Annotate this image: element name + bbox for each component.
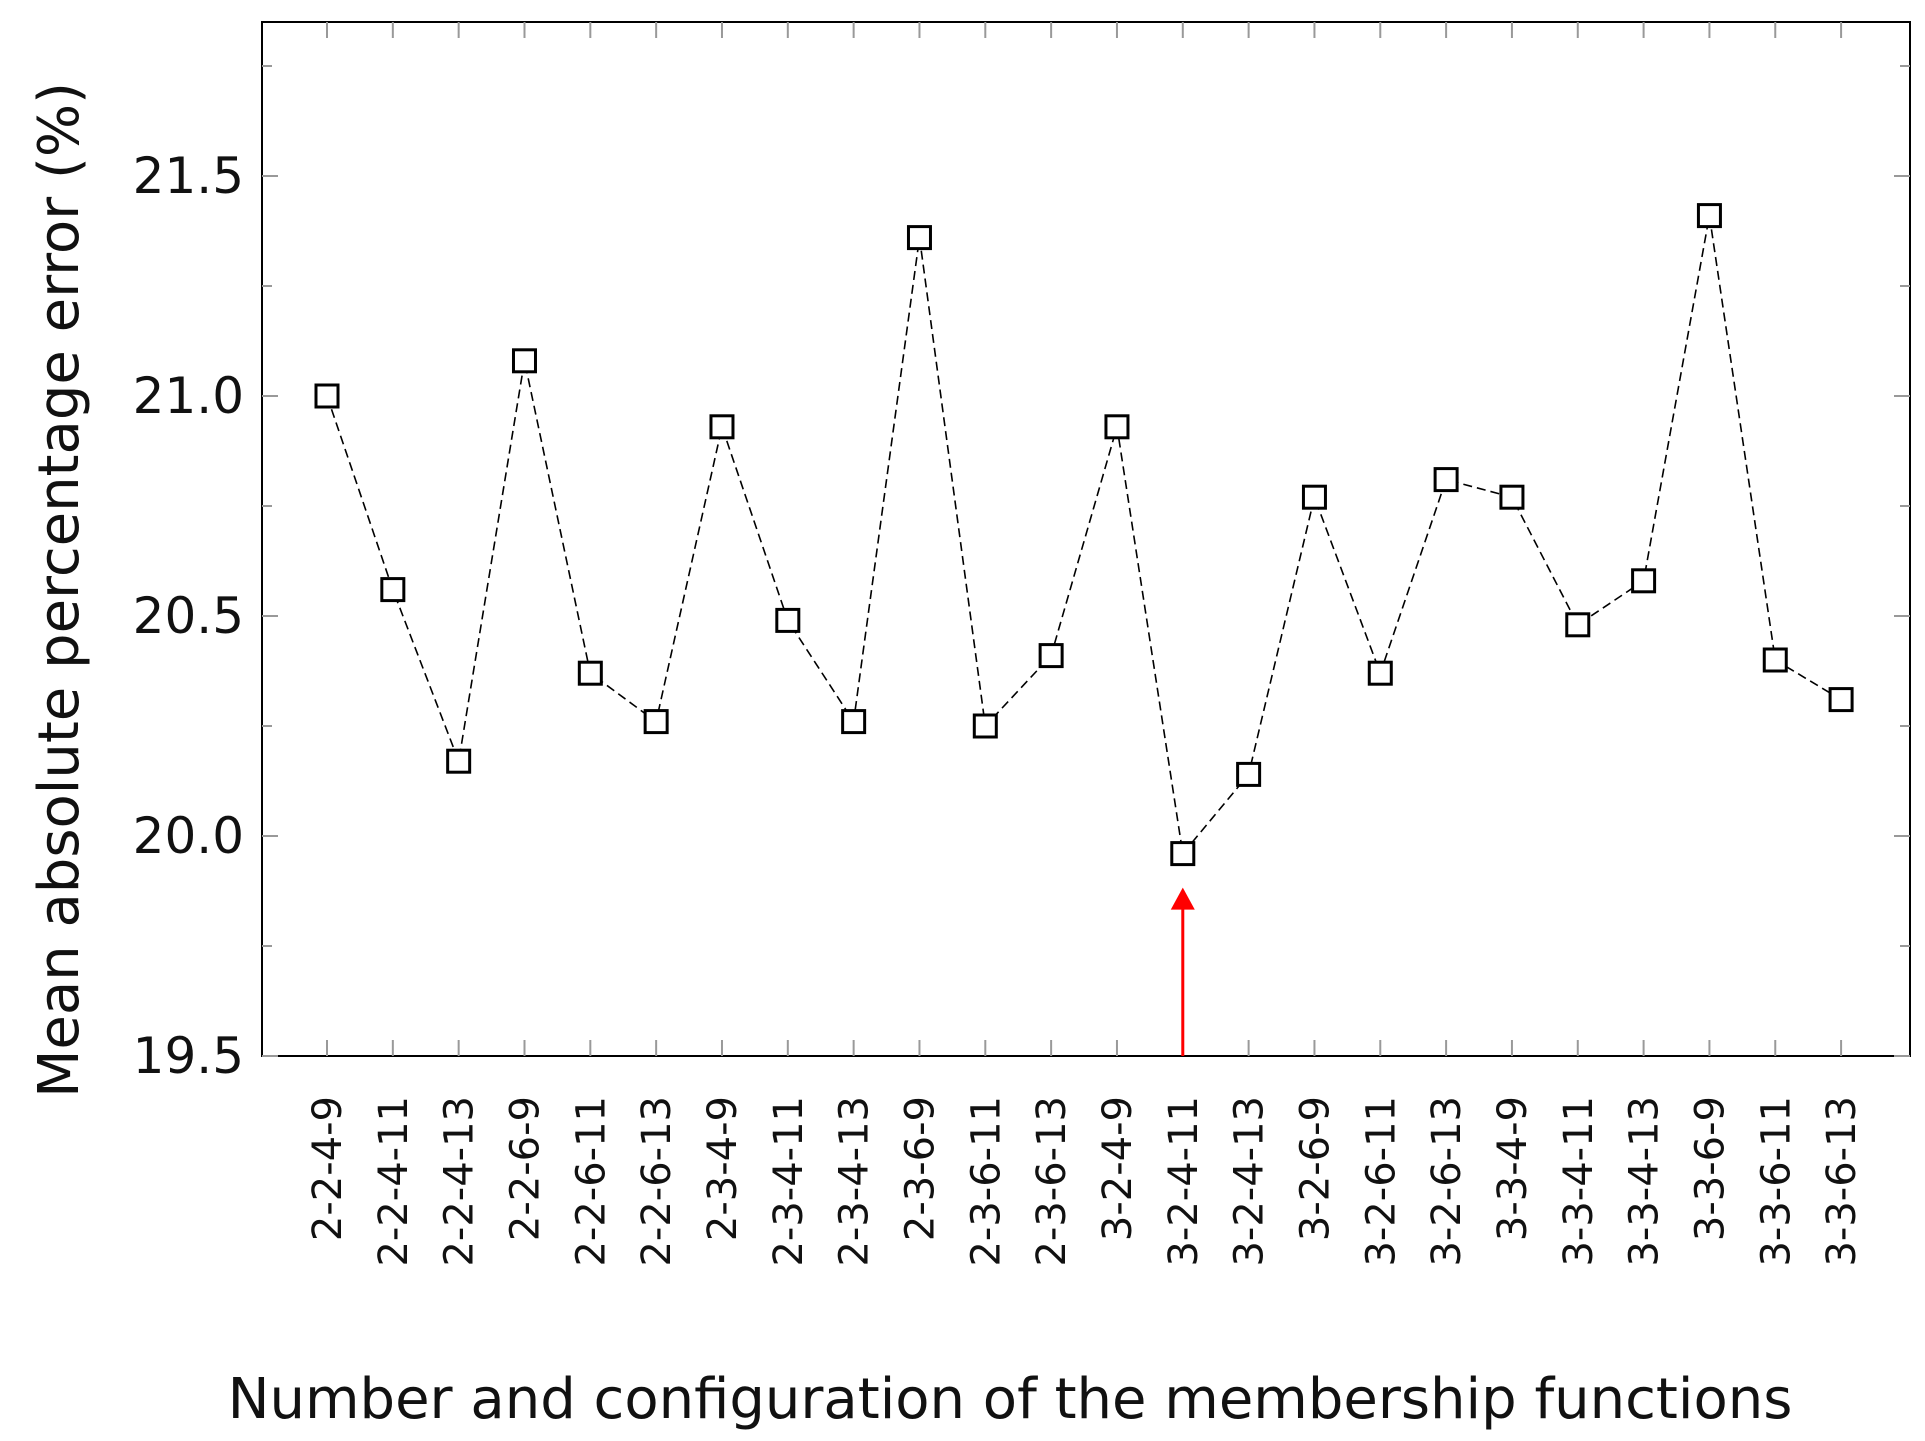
plot-area xyxy=(261,21,1911,1057)
data-point-marker xyxy=(1499,484,1525,510)
y-tick-labels: 19.5 20.0 20.5 21.0 21.5 xyxy=(133,147,244,1085)
data-point-marker xyxy=(775,607,801,633)
data-point-marker xyxy=(1433,467,1459,493)
data-point-marker xyxy=(1236,761,1262,787)
data-point-marker xyxy=(972,713,998,739)
x-tick-label: 3-3-4-9 xyxy=(1490,1096,1536,1241)
y-tick-label: 20.5 xyxy=(133,587,244,645)
highlight-arrow xyxy=(1170,887,1195,1056)
data-point-marker xyxy=(841,709,867,735)
x-tick-label: 3-3-6-11 xyxy=(1753,1096,1799,1267)
highlight-arrow-head xyxy=(1170,887,1195,910)
data-point-marker xyxy=(446,748,472,774)
x-tick-label: 2-3-4-9 xyxy=(700,1096,746,1241)
x-axis-title: Number and configuration of the membersh… xyxy=(228,1367,1793,1432)
data-point-marker xyxy=(1301,484,1327,510)
x-tick-label: 2-2-6-11 xyxy=(568,1096,614,1267)
data-point-marker xyxy=(1170,841,1196,867)
data-point-marker xyxy=(1104,414,1130,440)
x-tick-label: 3-2-6-11 xyxy=(1358,1096,1404,1267)
x-tick-label: 3-2-6-9 xyxy=(1292,1096,1338,1241)
x-tick-label: 3-3-4-13 xyxy=(1622,1096,1668,1267)
data-point-marker xyxy=(906,225,932,251)
data-point-marker xyxy=(1828,687,1854,713)
data-markers xyxy=(314,203,1854,867)
data-point-marker xyxy=(709,414,735,440)
x-tick-label: 2-3-4-11 xyxy=(766,1096,812,1267)
data-point-marker xyxy=(1367,660,1393,686)
data-point-marker xyxy=(511,348,537,374)
x-tick-label: 2-3-4-13 xyxy=(832,1096,878,1267)
x-tick-label: 3-3-4-11 xyxy=(1556,1096,1602,1267)
x-tick-label: 3-2-4-11 xyxy=(1161,1096,1207,1267)
data-point-marker xyxy=(643,709,669,735)
data-point-marker xyxy=(1631,568,1657,594)
data-point-marker xyxy=(1696,203,1722,229)
x-tick-label: 2-3-6-9 xyxy=(897,1096,943,1241)
x-tick-label: 2-2-4-13 xyxy=(437,1096,483,1267)
x-tick-label: 2-2-4-9 xyxy=(305,1096,351,1241)
y-tick-label: 19.5 xyxy=(133,1027,244,1085)
data-point-marker xyxy=(1038,643,1064,669)
y-tick-label: 21.0 xyxy=(133,367,244,425)
data-point-marker xyxy=(1762,647,1788,673)
x-tick-label: 3-3-6-9 xyxy=(1687,1096,1733,1241)
x-tick-label: 2-2-6-13 xyxy=(634,1096,680,1267)
x-tick-label: 3-3-6-13 xyxy=(1819,1096,1865,1267)
y-axis-title: Mean absolute percentage error (%) xyxy=(27,82,92,1098)
y-tick-label: 20.0 xyxy=(133,807,244,865)
x-tick-label: 3-2-4-9 xyxy=(1095,1096,1141,1241)
x-tick-labels: 2-2-4-9 2-2-4-11 2-2-4-13 2-2-6-9 2-2-6-11 2-… xyxy=(305,1096,1865,1267)
y-tick-label: 21.5 xyxy=(133,147,244,205)
data-point-marker xyxy=(380,577,406,603)
data-point-marker xyxy=(314,383,340,409)
x-tick-label: 3-2-6-13 xyxy=(1424,1096,1470,1267)
series-line xyxy=(326,215,1842,856)
x-tick-label: 2-3-6-11 xyxy=(963,1096,1009,1267)
data-point-marker xyxy=(1565,612,1591,638)
x-tick-label: 3-2-4-13 xyxy=(1227,1096,1273,1267)
x-tick-label: 2-3-6-13 xyxy=(1029,1096,1075,1267)
x-tick-label: 2-2-4-11 xyxy=(371,1096,417,1267)
data-point-marker xyxy=(577,660,603,686)
x-tick-label: 2-2-6-9 xyxy=(502,1096,548,1241)
